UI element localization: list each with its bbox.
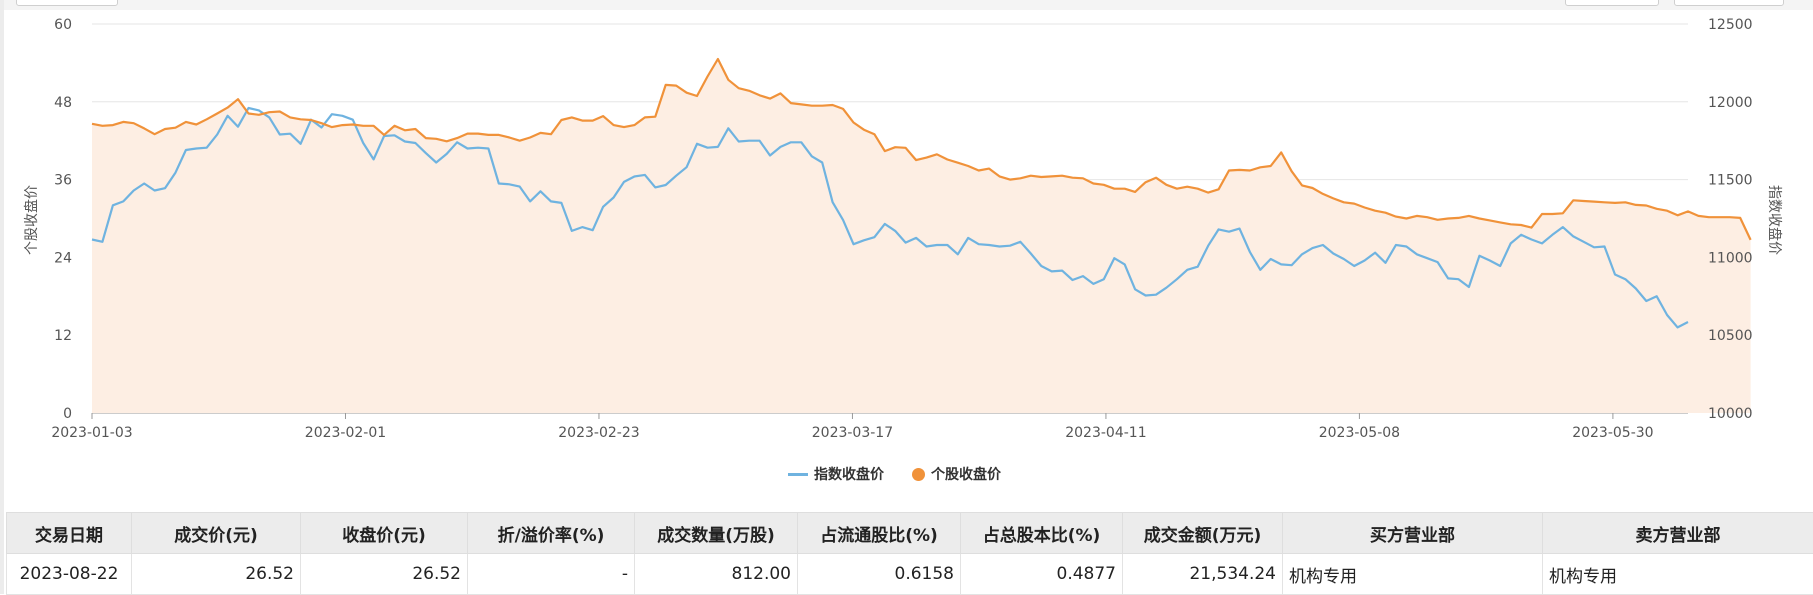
legend-item-stock[interactable]: 个股收盘价 bbox=[912, 464, 1001, 484]
y-tick-label-left: 0 bbox=[63, 406, 72, 422]
y-axis-label-left: 个股收盘价 bbox=[23, 185, 40, 255]
block-trade-table: 交易日期 成交价(元) 收盘价(元) 折/溢价率(%) 成交数量(万股) 占流通… bbox=[6, 512, 1813, 595]
cell-premium-rate: - bbox=[468, 554, 635, 595]
y-axis-label-right: 指数收盘价 bbox=[1766, 185, 1783, 255]
cell-total-ratio: 0.4877 bbox=[961, 554, 1123, 595]
table-header-row: 交易日期 成交价(元) 收盘价(元) 折/溢价率(%) 成交数量(万股) 占流通… bbox=[7, 513, 1813, 554]
x-tick-label: 2023-05-08 bbox=[1319, 425, 1400, 441]
col-header-premium-rate[interactable]: 折/溢价率(%) bbox=[468, 513, 635, 554]
legend-label-index: 指数收盘价 bbox=[814, 464, 884, 484]
series-area-1 bbox=[92, 59, 1751, 413]
x-tick-label: 2023-03-17 bbox=[812, 425, 893, 441]
y-tick-label-right: 10500 bbox=[1708, 328, 1753, 344]
col-header-seller[interactable]: 卖方营业部 bbox=[1543, 513, 1813, 554]
x-tick-label: 2023-01-03 bbox=[51, 425, 132, 441]
cell-buyer: 机构专用 bbox=[1283, 554, 1543, 595]
cell-close-price: 26.52 bbox=[301, 554, 468, 595]
table-row: 2023-08-22 26.52 26.52 - 812.00 0.6158 0… bbox=[7, 554, 1813, 595]
col-header-trade-price[interactable]: 成交价(元) bbox=[132, 513, 301, 554]
y-tick-label-right: 11000 bbox=[1708, 250, 1753, 266]
legend-label-stock: 个股收盘价 bbox=[931, 464, 1001, 484]
col-header-trade-date[interactable]: 交易日期 bbox=[7, 513, 132, 554]
col-header-buyer[interactable]: 买方营业部 bbox=[1283, 513, 1543, 554]
x-tick-label: 2023-04-11 bbox=[1065, 425, 1146, 441]
cell-seller: 机构专用 bbox=[1543, 554, 1813, 595]
y-tick-label-left: 60 bbox=[54, 17, 72, 33]
col-header-total-ratio[interactable]: 占总股本比(%) bbox=[961, 513, 1123, 554]
x-tick-label: 2023-05-30 bbox=[1572, 425, 1653, 441]
y-tick-label-left: 48 bbox=[54, 95, 72, 111]
y-tick-label-left: 12 bbox=[54, 328, 72, 344]
y-tick-label-right: 10000 bbox=[1708, 406, 1753, 422]
legend-dot-icon bbox=[912, 468, 925, 481]
col-header-close-price[interactable]: 收盘价(元) bbox=[301, 513, 468, 554]
price-chart: 0 12 24 36 48 60 10000 10500 11000 11500 12000 1250… bbox=[0, 0, 1813, 455]
cell-amount: 21,534.24 bbox=[1123, 554, 1283, 595]
legend-item-index[interactable]: 指数收盘价 bbox=[788, 464, 884, 484]
x-tick-label: 2023-02-01 bbox=[305, 425, 386, 441]
y-tick-label-right: 12500 bbox=[1708, 17, 1753, 33]
y-tick-label-left: 24 bbox=[54, 250, 72, 266]
chart-area-layer bbox=[92, 59, 1751, 413]
y-tick-label-right: 11500 bbox=[1708, 173, 1753, 189]
cell-trade-date: 2023-08-22 bbox=[7, 554, 132, 595]
y-tick-label-left: 36 bbox=[54, 173, 72, 189]
col-header-amount[interactable]: 成交金额(万元) bbox=[1123, 513, 1283, 554]
col-header-float-ratio[interactable]: 占流通股比(%) bbox=[798, 513, 961, 554]
cell-trade-price: 26.52 bbox=[132, 554, 301, 595]
cell-float-ratio: 0.6158 bbox=[798, 554, 961, 595]
y-tick-label-right: 12000 bbox=[1708, 95, 1753, 111]
cell-volume: 812.00 bbox=[635, 554, 798, 595]
x-tick-label: 2023-02-23 bbox=[558, 425, 639, 441]
legend-line-icon bbox=[788, 473, 808, 476]
col-header-volume[interactable]: 成交数量(万股) bbox=[635, 513, 798, 554]
chart-legend: 指数收盘价 个股收盘价 bbox=[788, 462, 1029, 486]
